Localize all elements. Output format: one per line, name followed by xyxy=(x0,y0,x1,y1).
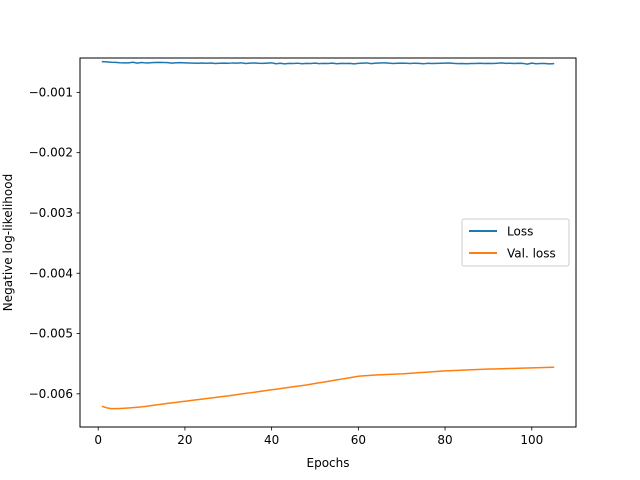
y-tick-label: −0.006 xyxy=(29,387,73,401)
plot-frame xyxy=(79,57,577,428)
x-axis-label: Epochs xyxy=(307,456,350,470)
legend-label-loss: Loss xyxy=(507,225,533,239)
y-tick-label: −0.001 xyxy=(29,85,73,99)
series-line-val-loss xyxy=(101,366,555,410)
x-tick-label: 0 xyxy=(94,433,102,447)
x-tick-label: 40 xyxy=(264,433,279,447)
x-axis-ticks: 0 20 40 60 80 100 xyxy=(94,427,543,447)
y-axis-label: Negative log-likelihood xyxy=(1,174,15,311)
series-line-loss xyxy=(101,60,555,65)
x-tick-label: 80 xyxy=(437,433,452,447)
series-layer xyxy=(101,60,555,410)
x-tick-label: 100 xyxy=(520,433,543,447)
y-tick-label: −0.005 xyxy=(29,327,73,341)
y-tick-label: −0.004 xyxy=(29,266,73,280)
x-tick-label: 20 xyxy=(177,433,192,447)
y-tick-label: −0.002 xyxy=(29,146,73,160)
legend-label-val-loss: Val. loss xyxy=(507,247,556,261)
x-tick-label: 60 xyxy=(351,433,366,447)
legend: Loss Val. loss xyxy=(461,218,570,267)
y-axis-ticks: −0.001 −0.002 −0.003 −0.004 −0.005 −0.006 xyxy=(29,85,80,401)
y-tick-label: −0.003 xyxy=(29,206,73,220)
